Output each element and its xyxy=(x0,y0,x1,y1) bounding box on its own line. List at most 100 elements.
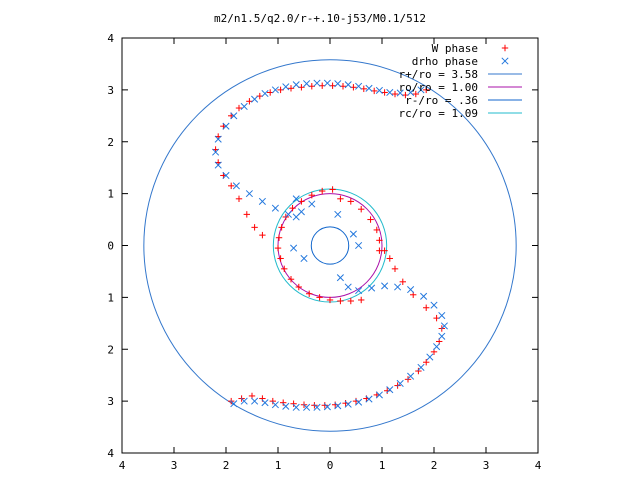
y-tick-label: 2 xyxy=(107,343,114,356)
drho-phase-point xyxy=(323,403,331,411)
w-phase-point xyxy=(367,216,374,223)
w-phase-point xyxy=(337,195,344,203)
data-points xyxy=(212,79,448,411)
w-phase-point xyxy=(423,359,430,366)
drho-phase-point xyxy=(394,283,402,291)
w-phase-point xyxy=(235,195,243,203)
y-tick-label: 2 xyxy=(107,136,114,149)
drho-phase-point xyxy=(261,399,269,407)
w-phase-point xyxy=(290,400,297,407)
w-phase-point xyxy=(347,198,354,205)
drho-phase-point xyxy=(438,332,446,340)
w-phase-point xyxy=(423,86,430,94)
drho-phase-point xyxy=(344,400,352,408)
drho-phase-point xyxy=(313,79,321,87)
w-phase-point xyxy=(235,104,243,112)
drho-phase-point xyxy=(396,379,404,388)
w-phase-point xyxy=(391,265,399,273)
w-phase-point xyxy=(391,90,399,98)
drho-phase-point xyxy=(284,210,292,218)
drho-phase-point xyxy=(292,81,300,89)
w-phase-point xyxy=(358,296,365,304)
w-phase-point xyxy=(281,265,288,273)
w-phase-point xyxy=(412,90,419,98)
x-tick-label: 0 xyxy=(327,459,334,472)
drho-phase-point xyxy=(365,395,373,403)
legend-label: W phase xyxy=(432,42,478,55)
w-phase-point xyxy=(316,294,323,301)
w-phase-point xyxy=(329,186,336,193)
drho-phase-point xyxy=(420,292,428,300)
drho-phase-point xyxy=(300,254,308,263)
drho-phase-point xyxy=(240,102,248,111)
legend-label: ro/ro = 1.00 xyxy=(399,81,478,94)
legend-label: r-/ro = .36 xyxy=(405,94,478,107)
drho-phase-point xyxy=(407,286,415,294)
w-phase-point xyxy=(326,296,334,304)
w-phase-point xyxy=(358,205,365,213)
drho-phase-point xyxy=(271,86,279,94)
drho-phase-point xyxy=(261,89,269,98)
drho-phase-point xyxy=(438,311,446,320)
w-phase-point xyxy=(376,247,383,254)
x-tick-label: 1 xyxy=(275,459,282,472)
w-phase-point xyxy=(278,224,285,231)
drho-phase-point xyxy=(212,148,220,156)
drho-phase-point xyxy=(344,81,352,89)
drho-phase-point xyxy=(355,398,363,406)
drho-phase-point xyxy=(323,79,331,87)
drho-phase-point xyxy=(375,391,383,399)
drho-phase-point xyxy=(251,397,259,405)
y-tick-label: 1 xyxy=(107,291,114,304)
drho-phase-point xyxy=(386,386,394,394)
drho-phase-point xyxy=(396,89,404,97)
x-tick-label: 1 xyxy=(379,459,386,472)
legend-marker xyxy=(501,44,509,52)
drho-phase-point xyxy=(430,301,438,309)
w-phase-point xyxy=(373,226,380,234)
drho-phase-point xyxy=(349,230,357,238)
drho-phase-point xyxy=(282,402,290,410)
w-phase-point xyxy=(381,89,388,96)
w-phase-point xyxy=(259,231,266,239)
drho-phase-point xyxy=(334,402,342,410)
y-tick-label: 4 xyxy=(107,447,114,460)
drho-phase-point xyxy=(292,403,300,411)
drho-phase-point xyxy=(386,88,394,97)
w-phase-point xyxy=(347,297,354,305)
w-phase-point xyxy=(243,211,250,218)
w-phase-point xyxy=(399,278,406,286)
y-tick-label: 1 xyxy=(107,188,114,201)
legend-label: rc/ro = 1.09 xyxy=(399,107,478,120)
drho-phase-point xyxy=(344,283,352,291)
drho-phase-point xyxy=(417,363,425,371)
drho-phase-point xyxy=(355,287,363,295)
drho-phase-point xyxy=(251,95,259,103)
drho-phase-point xyxy=(334,210,342,218)
drho-phase-point xyxy=(271,204,279,212)
circle-r xyxy=(310,226,350,265)
drho-phase-point xyxy=(230,112,238,120)
w-phase-point xyxy=(319,187,326,195)
drho-phase-point xyxy=(313,403,321,411)
w-phase-point xyxy=(251,224,258,231)
w-phase-point xyxy=(295,283,302,291)
drho-phase-point xyxy=(355,82,363,90)
w-phase-point xyxy=(306,290,313,297)
drho-phase-point xyxy=(232,182,240,190)
plot-area xyxy=(143,59,517,432)
legend-marker xyxy=(501,57,509,65)
w-phase-point xyxy=(269,397,276,405)
drho-phase-point xyxy=(426,353,434,361)
drho-phase-point xyxy=(440,322,448,330)
x-tick-label: 4 xyxy=(535,459,542,472)
x-tick-label: 2 xyxy=(431,459,438,472)
w-phase-point xyxy=(228,182,235,190)
drho-phase-point xyxy=(230,400,238,408)
circle-r xyxy=(143,59,517,432)
w-phase-point xyxy=(246,98,253,105)
w-phase-point xyxy=(287,85,295,92)
x-tick-label: 4 xyxy=(119,459,126,472)
drho-phase-point xyxy=(433,343,441,351)
